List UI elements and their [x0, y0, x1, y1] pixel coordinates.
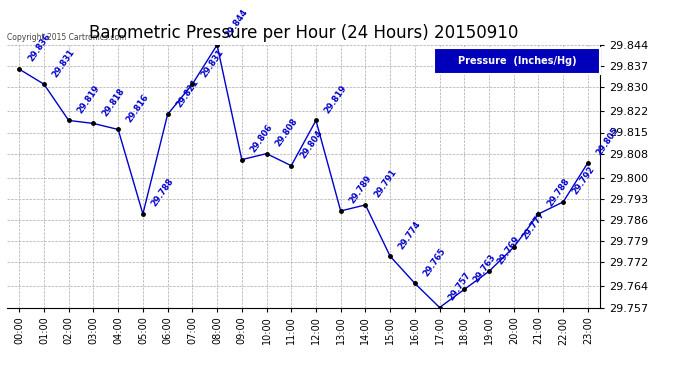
Text: 29.763: 29.763: [471, 252, 497, 284]
Text: 29.774: 29.774: [397, 219, 423, 251]
Text: 29.792: 29.792: [570, 165, 596, 196]
Text: 29.821: 29.821: [175, 77, 201, 109]
Text: 29.788: 29.788: [545, 177, 571, 209]
Text: 29.804: 29.804: [298, 129, 324, 160]
Text: 29.831: 29.831: [51, 47, 77, 79]
Text: 29.819: 29.819: [323, 83, 348, 115]
Text: 29.818: 29.818: [100, 86, 126, 118]
Text: 29.819: 29.819: [76, 83, 101, 115]
Text: 29.791: 29.791: [373, 168, 398, 200]
Text: Pressure  (Inches/Hg): Pressure (Inches/Hg): [458, 56, 577, 66]
Text: 29.789: 29.789: [348, 174, 373, 206]
Text: 29.844: 29.844: [224, 8, 250, 39]
Text: 29.806: 29.806: [248, 123, 275, 154]
Bar: [434, 48, 600, 74]
Text: 29.757: 29.757: [446, 270, 473, 302]
Title: Barometric Pressure per Hour (24 Hours) 20150910: Barometric Pressure per Hour (24 Hours) …: [89, 24, 518, 42]
Text: 29.831: 29.831: [199, 47, 225, 79]
Text: 29.765: 29.765: [422, 246, 448, 278]
Text: 29.816: 29.816: [125, 92, 151, 124]
Text: Copyright 2015 Cartronics.com: Copyright 2015 Cartronics.com: [7, 33, 126, 42]
Text: 29.769: 29.769: [496, 234, 522, 266]
Text: 29.805: 29.805: [595, 126, 621, 157]
Text: 29.808: 29.808: [273, 117, 299, 148]
Text: 29.788: 29.788: [150, 177, 176, 209]
Text: 29.777: 29.777: [521, 210, 546, 242]
Text: 29.836: 29.836: [26, 32, 52, 64]
